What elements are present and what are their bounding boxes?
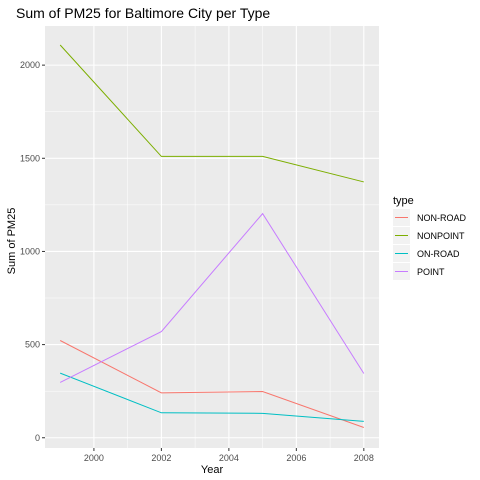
y-tick-label: 2000 <box>20 60 40 70</box>
y-tick-label: 0 <box>35 433 40 443</box>
legend-label: ON-ROAD <box>417 249 460 259</box>
x-tick-label: 2008 <box>354 453 374 463</box>
legend-label: NONPOINT <box>417 231 465 241</box>
legend-title: type <box>393 195 414 207</box>
x-axis: 2000 2002 2004 2006 2008 <box>84 448 374 463</box>
minor-gridlines <box>45 26 379 448</box>
y-tick-label: 500 <box>25 340 40 350</box>
series-lines <box>59 44 365 428</box>
x-tick-label: 2004 <box>219 453 239 463</box>
major-gridlines <box>45 26 379 448</box>
y-tick-label: 1500 <box>20 153 40 163</box>
y-tick-label: 1000 <box>20 246 40 256</box>
legend: type NON-ROAD NONPOINT ON-ROAD POINT <box>393 195 466 280</box>
series-line-on-road <box>59 372 364 422</box>
x-tick-label: 2002 <box>151 453 171 463</box>
y-axis: 0 500 1000 1500 2000 <box>20 60 45 443</box>
series-line-point <box>59 212 365 383</box>
x-tick-label: 2006 <box>286 453 306 463</box>
x-tick-label: 2000 <box>84 453 104 463</box>
series-line-nonpoint <box>59 44 364 183</box>
legend-label: POINT <box>417 267 445 277</box>
chart-title: Sum of PM25 for Baltimore City per Type <box>16 5 270 21</box>
y-axis-title: Sum of PM25 <box>6 208 18 275</box>
x-axis-title: Year <box>201 464 224 476</box>
series-line-non-road <box>59 340 364 428</box>
plot-panel <box>45 26 379 448</box>
legend-label: NON-ROAD <box>417 213 466 223</box>
